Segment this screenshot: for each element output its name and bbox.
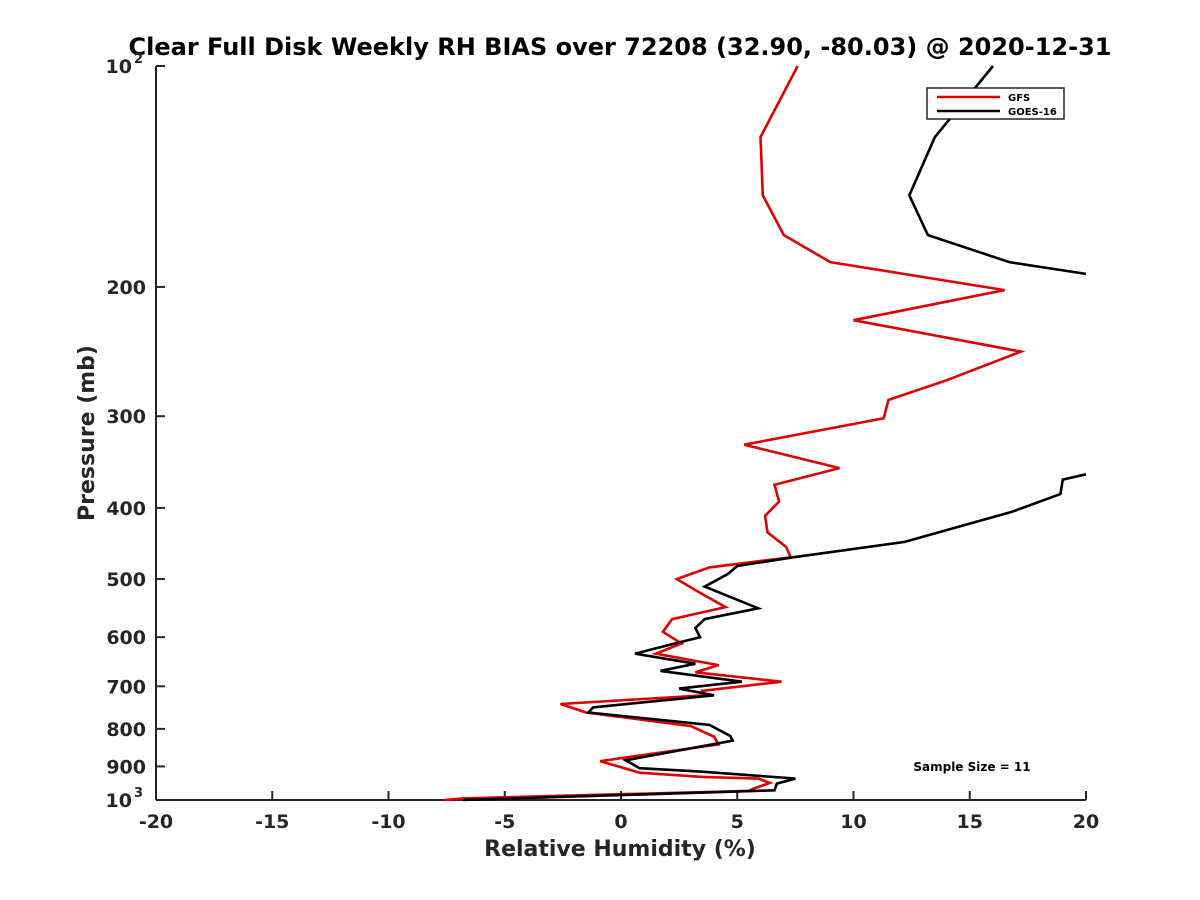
x-tick-label: -5 — [494, 811, 515, 833]
x-tick-label: 0 — [614, 811, 627, 833]
chart-title: Clear Full Disk Weekly RH BIAS over 7220… — [129, 33, 1112, 61]
x-tick-label: 20 — [1073, 811, 1099, 833]
y-tick-label: 600 — [106, 627, 146, 649]
legend-label: GOES-16 — [1008, 107, 1057, 118]
series-line-gfs — [444, 65, 1026, 802]
y-tick-label: 200 — [106, 277, 146, 299]
x-tick-label: 15 — [957, 811, 983, 833]
plot-lines — [444, 65, 1087, 802]
y-tick-label-base: 10 — [106, 56, 132, 78]
sample-size-annotation: Sample Size = 11 — [913, 760, 1030, 774]
x-tick-label: -15 — [255, 811, 289, 833]
series-line-goes-16 — [462, 473, 1087, 802]
y-tick-label: 700 — [106, 676, 146, 698]
legend-box — [926, 87, 1065, 120]
y-tick-label: 900 — [106, 756, 146, 778]
y-tick-label-exponent: 3 — [134, 786, 143, 801]
x-axis-label: Relative Humidity (%) — [484, 837, 756, 862]
y-tick-label-exponent: 2 — [134, 52, 143, 67]
x-tick-label: -20 — [139, 811, 173, 833]
y-axis-label: Pressure (mb) — [75, 345, 100, 521]
y-tick-label: 800 — [106, 719, 146, 741]
x-tick-label: 5 — [731, 811, 744, 833]
y-tick-label: 400 — [106, 498, 146, 520]
x-tick-label: -10 — [371, 811, 405, 833]
x-tick-label: 10 — [840, 811, 866, 833]
legend-label: GFS — [1008, 93, 1030, 104]
legend: GFS GOES-16 — [926, 87, 1065, 120]
y-tick-label-base: 10 — [106, 790, 132, 812]
y-tick-label: 500 — [106, 569, 146, 591]
y-tick-label: 300 — [106, 406, 146, 428]
series-line-goes-16 — [907, 65, 1087, 276]
